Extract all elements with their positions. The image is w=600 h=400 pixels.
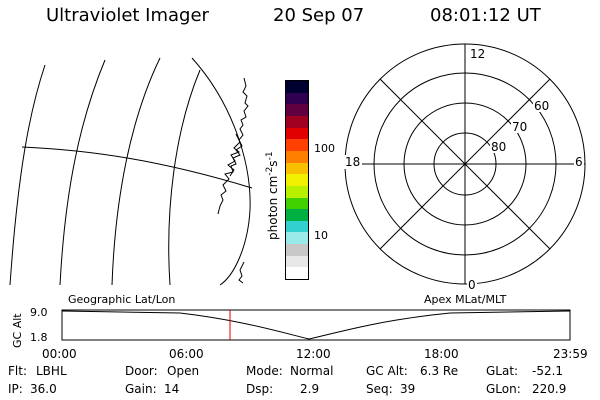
mlt-label-6: 6	[575, 155, 583, 169]
colorbar-segment	[286, 127, 308, 140]
mode-value: Normal	[290, 364, 334, 378]
colorbar-segment	[286, 244, 308, 256]
colorbar-segment	[286, 232, 308, 245]
colorbar-segment	[286, 116, 308, 128]
geographic-map	[9, 57, 253, 286]
colorbar-unit-label: photon cm-2s-1	[265, 151, 280, 240]
latitude-line	[21, 146, 253, 189]
colorbar-tick-100: 100	[314, 142, 335, 155]
gcalt-value: 6.3 Re	[420, 364, 459, 378]
timeline-frame	[61, 309, 571, 341]
altitude-timeline: GC Alt 9.0 1.8 00:00 06:00 12:00 18:00 2…	[11, 306, 588, 361]
ip-label: IP:	[8, 382, 23, 396]
glon-label: GLon:	[486, 382, 521, 396]
glon-value: 220.9	[532, 382, 567, 396]
colorbar-segment	[286, 150, 308, 163]
x-tick-1200: 12:00	[296, 347, 331, 361]
mlt-label-12: 12	[470, 47, 485, 61]
colorbar-segment	[286, 92, 308, 105]
unit-label-text: photon cm	[266, 176, 280, 240]
time-label: 08:01:12 UT	[430, 5, 541, 26]
gcalt-label: GC Alt:	[366, 364, 408, 378]
svg-text:photon cm-2s-1: photon cm-2s-1	[265, 151, 280, 240]
coastline	[217, 77, 249, 215]
lat-label-80: 80	[491, 140, 506, 154]
flt-label: Flt:	[8, 364, 27, 378]
color-scale-bar	[285, 80, 309, 280]
instrument-title: Ultraviolet Imager	[46, 5, 209, 26]
glat-label: GLat:	[486, 364, 519, 378]
left-caption: Geographic Lat/Lon	[68, 293, 176, 306]
colorbar-segment	[286, 162, 308, 175]
latitude-circle	[191, 57, 251, 286]
y-tick-1.8: 1.8	[30, 331, 48, 344]
colorbar-segment	[286, 185, 308, 198]
glat-value: -52.1	[532, 364, 564, 378]
gc-alt-axis-label: GC Alt	[11, 313, 24, 348]
colorbar-segment	[286, 81, 308, 93]
lat-label-60: 60	[534, 99, 549, 113]
door-label: Door:	[125, 364, 158, 378]
x-tick-0600: 06:00	[169, 347, 204, 361]
seq-value: 39	[400, 382, 416, 396]
dsp-label: Dsp:	[246, 382, 274, 396]
longitude-line	[9, 64, 46, 286]
colorbar-segment	[286, 174, 308, 186]
x-tick-0000: 00:00	[42, 347, 77, 361]
longitude-line	[111, 57, 161, 286]
colorbar-tick-10: 10	[314, 229, 328, 242]
ip-value: 36.0	[30, 382, 57, 396]
mlt-label-0: 0	[468, 278, 476, 292]
mlt-label-18: 18	[345, 155, 360, 169]
colorbar-segment	[286, 209, 308, 221]
colorbar-segment	[286, 220, 308, 233]
longitude-line	[59, 59, 106, 286]
mode-label: Mode:	[246, 364, 283, 378]
colorbar-segment	[286, 197, 308, 210]
colorbar-segment	[286, 104, 308, 117]
date-label: 20 Sep 07	[273, 5, 365, 26]
coastline	[227, 133, 241, 177]
dsp-value: 2.9	[300, 382, 320, 396]
colorbar-segment	[286, 267, 308, 279]
coastline	[238, 261, 245, 284]
x-tick-2359: 23:59	[553, 347, 588, 361]
right-caption: Apex MLat/MLT	[424, 293, 507, 306]
flt-value: LBHL	[36, 364, 67, 378]
mlt-diagonal	[379, 78, 551, 250]
colorbar-segment	[286, 255, 308, 268]
lat-label-70: 70	[512, 120, 527, 134]
x-tick-1800: 18:00	[424, 347, 459, 361]
door-value: Open	[167, 364, 200, 378]
colorbar-segment	[286, 139, 308, 151]
altitude-curve	[61, 310, 571, 340]
gain-label: Gain:	[125, 382, 157, 396]
y-tick-9: 9.0	[30, 306, 48, 319]
polar-plot: 12 0 18 6 80 70 60	[344, 43, 586, 292]
longitude-line	[168, 69, 201, 286]
seq-label: Seq:	[366, 382, 393, 396]
gain-value: 14	[164, 382, 180, 396]
